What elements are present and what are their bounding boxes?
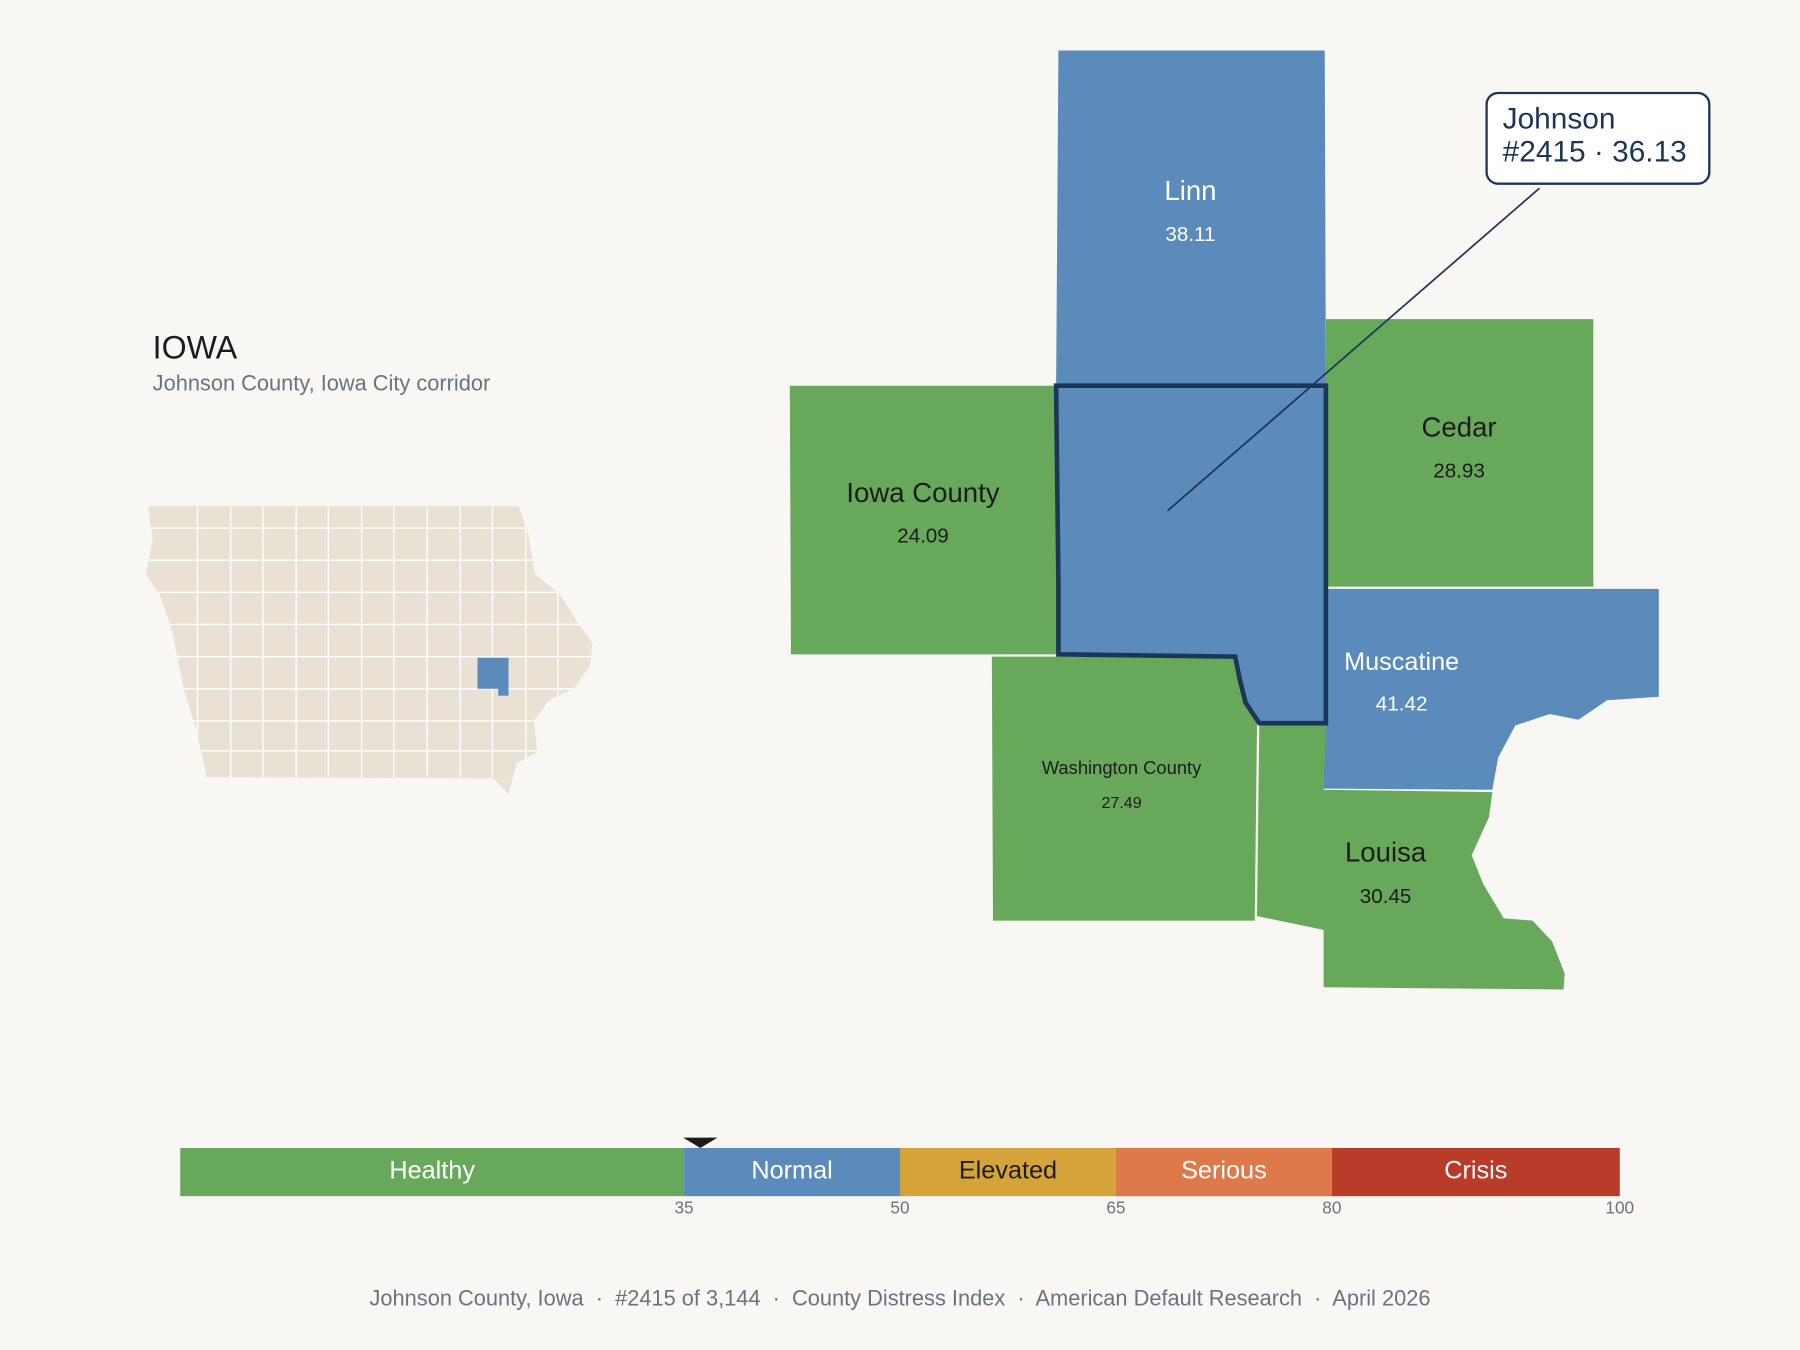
county-value: 30.45 xyxy=(1360,885,1412,908)
county xyxy=(1323,588,1659,790)
scale-tick-label: 65 xyxy=(1106,1197,1125,1217)
county xyxy=(1257,723,1565,990)
county xyxy=(991,656,1258,921)
callout-box xyxy=(1485,91,1711,185)
county-name: Washington County xyxy=(1042,757,1202,778)
county-value: 28.93 xyxy=(1433,459,1485,482)
county-name: Linn xyxy=(1164,175,1216,206)
county-value: 38.11 xyxy=(1165,223,1215,246)
county xyxy=(1053,383,1329,726)
scale-band-label: Crisis xyxy=(1444,1157,1507,1185)
county xyxy=(789,385,1059,655)
scale-band xyxy=(684,1147,900,1197)
county-value: 27.49 xyxy=(1101,794,1141,812)
scale-tick-label: 50 xyxy=(890,1197,909,1217)
scale-tick-label: 80 xyxy=(1322,1197,1341,1217)
labels: Iowa County 24.09 Cedar 28.93 Washington… xyxy=(846,412,1496,909)
scale-band xyxy=(1331,1147,1620,1197)
county-name: Muscatine xyxy=(1344,648,1459,676)
scale-band-label: Serious xyxy=(1181,1157,1267,1185)
subtitle: Johnson County, Iowa City corridor xyxy=(153,370,491,395)
county xyxy=(1056,50,1326,386)
scale-band-label: Elevated xyxy=(959,1157,1057,1185)
scale-band xyxy=(900,1147,1116,1197)
county xyxy=(1325,319,1594,587)
county-name: Cedar xyxy=(1422,412,1497,443)
scale-tick-label: 100 xyxy=(1605,1197,1634,1217)
county-value: 24.09 xyxy=(897,525,949,548)
scale-band-label: Normal xyxy=(751,1157,832,1185)
state-inset xyxy=(145,506,593,795)
callout-leader xyxy=(1166,187,1540,512)
county-name: Iowa County xyxy=(846,477,999,508)
scale-band xyxy=(180,1147,685,1197)
county-grid xyxy=(145,506,593,778)
footer: Johnson County, Iowa · #2415 of 3,144 · … xyxy=(370,1285,1431,1310)
scale-band xyxy=(1115,1147,1332,1197)
distress-scale: Healthy 35 Normal 50 Elevated 65 Serious 80 Cris… xyxy=(180,1137,1634,1217)
scale-band-label: Healthy xyxy=(389,1157,475,1185)
callout-detail: #2415 · 36.13 xyxy=(1503,136,1687,169)
scale-marker xyxy=(683,1137,718,1148)
scale-tick-label: 35 xyxy=(674,1197,693,1217)
county-name: Louisa xyxy=(1345,836,1427,867)
county-value: 41.42 xyxy=(1376,692,1428,715)
state-shape xyxy=(145,506,593,795)
state-title: IOWA xyxy=(153,330,238,366)
callout-name: Johnson xyxy=(1503,102,1616,135)
labels: Linn 38.11 Muscatine 41.42 xyxy=(1164,175,1459,715)
highlighted-county xyxy=(477,657,509,689)
highlighted-county-tail xyxy=(498,686,509,696)
counties xyxy=(789,50,1659,990)
